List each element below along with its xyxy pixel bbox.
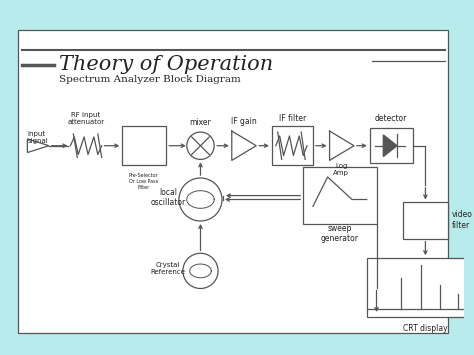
- Text: Pre-Selector
Or Low Pass
Filter: Pre-Selector Or Low Pass Filter: [129, 173, 159, 190]
- Text: video
filter: video filter: [452, 211, 473, 230]
- Text: RF input
attenuator: RF input attenuator: [67, 112, 105, 125]
- Bar: [18, 30, 448, 333]
- Text: IF gain: IF gain: [231, 117, 256, 126]
- Polygon shape: [383, 135, 397, 157]
- Text: sweep
generator: sweep generator: [320, 224, 358, 244]
- Text: Spectrum Analyzer Block Diagram: Spectrum Analyzer Block Diagram: [59, 75, 240, 84]
- Text: Log
Amp: Log Amp: [333, 163, 349, 176]
- Circle shape: [183, 253, 218, 289]
- Text: local
oscillator: local oscillator: [151, 188, 186, 207]
- Text: Input
signal: Input signal: [27, 131, 48, 144]
- Bar: [122, 126, 166, 165]
- Bar: [370, 128, 413, 163]
- Text: Theory of Operation: Theory of Operation: [59, 55, 273, 74]
- Text: Crystal
Reference: Crystal Reference: [151, 262, 186, 275]
- Bar: [367, 258, 474, 317]
- Bar: [303, 167, 376, 224]
- Circle shape: [187, 132, 214, 159]
- Bar: [403, 202, 448, 239]
- Text: mixer: mixer: [190, 118, 211, 127]
- Text: IF filter: IF filter: [279, 114, 306, 123]
- Circle shape: [179, 178, 222, 221]
- Bar: [272, 126, 313, 165]
- Text: CRT display: CRT display: [403, 324, 448, 333]
- Polygon shape: [232, 131, 256, 160]
- Text: detector: detector: [375, 114, 407, 123]
- Polygon shape: [329, 131, 354, 160]
